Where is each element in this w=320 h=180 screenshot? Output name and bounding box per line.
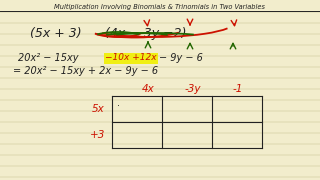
Text: -1: -1 xyxy=(233,84,243,94)
Bar xyxy=(104,53,158,64)
Text: Multiplication Involving Binomials & Trinomials in Two Variables: Multiplication Involving Binomials & Tri… xyxy=(54,4,266,10)
Text: -3y: -3y xyxy=(185,84,201,94)
Text: ·: · xyxy=(117,101,120,111)
Text: 5x: 5x xyxy=(92,104,104,114)
Text: −10x +12x: −10x +12x xyxy=(105,53,157,62)
Text: 20x² − 15xy: 20x² − 15xy xyxy=(18,53,78,63)
Text: +3: +3 xyxy=(90,130,106,140)
Text: − 9y − 6: − 9y − 6 xyxy=(159,53,203,63)
Text: (4x − 3y −2): (4x − 3y −2) xyxy=(105,26,187,39)
Text: (5x + 3): (5x + 3) xyxy=(30,26,82,39)
Text: = 20x² − 15xy + 2x − 9y − 6: = 20x² − 15xy + 2x − 9y − 6 xyxy=(13,66,158,76)
Text: 4x: 4x xyxy=(142,84,154,94)
